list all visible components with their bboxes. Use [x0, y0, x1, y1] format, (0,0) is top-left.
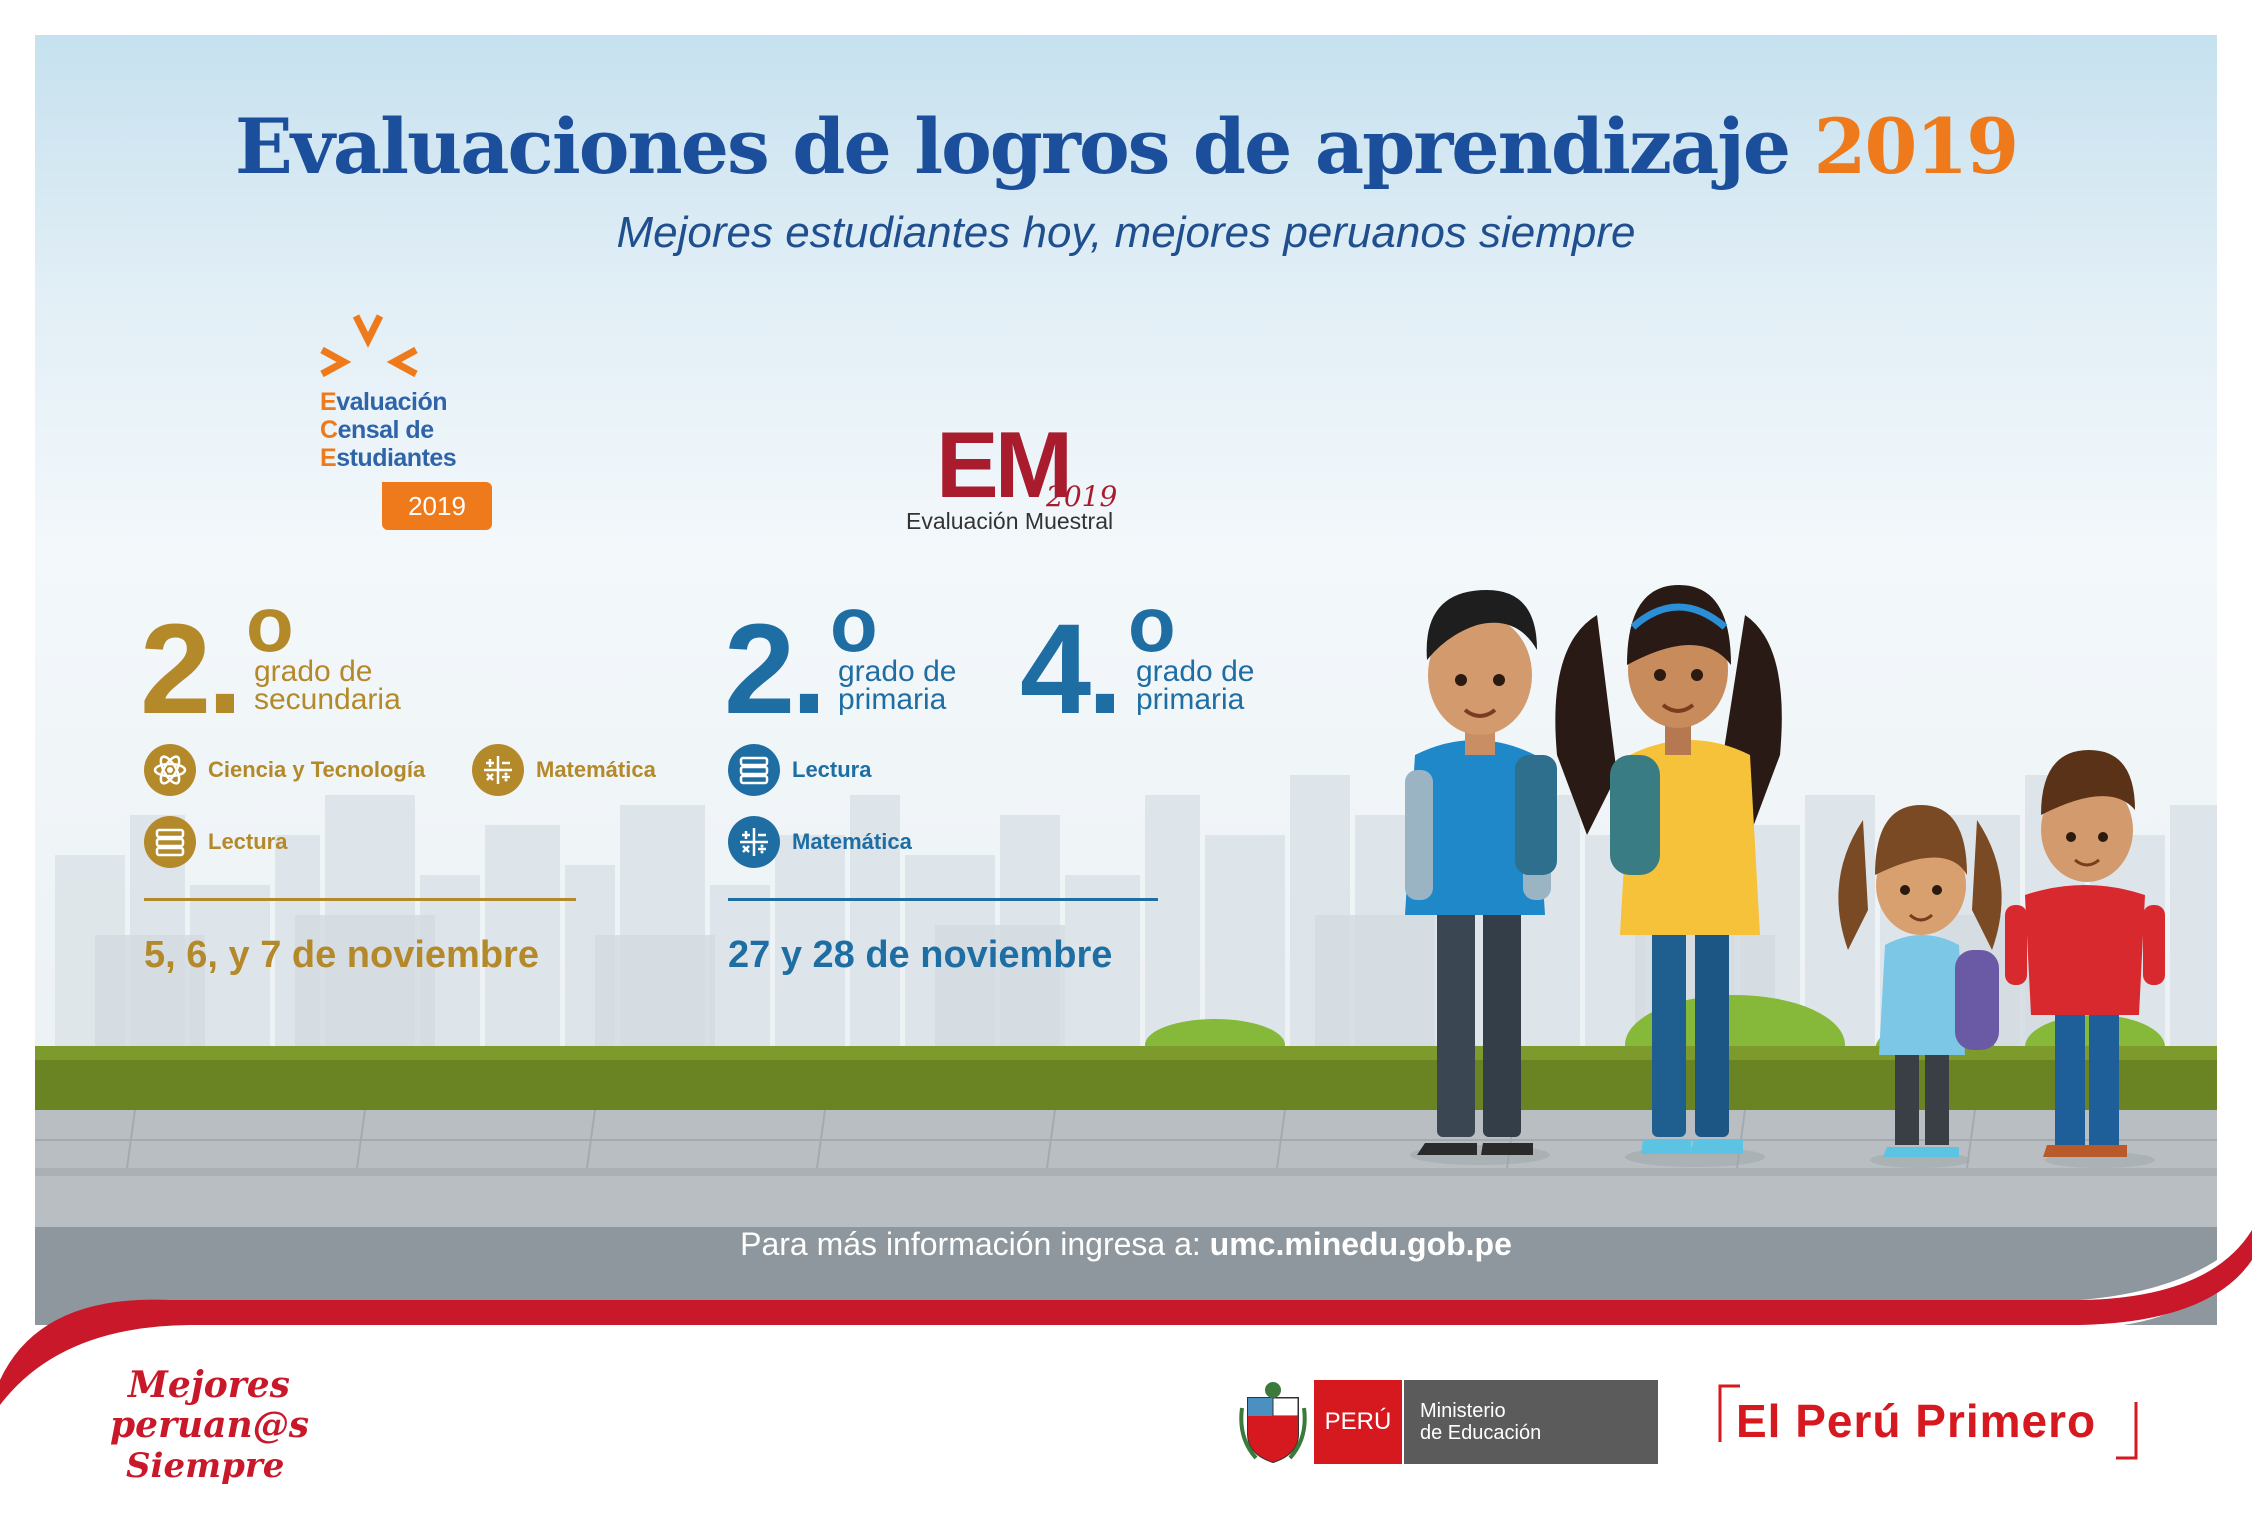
- subject-matematica-ece: Matemática: [472, 744, 656, 796]
- info-url[interactable]: umc.minedu.gob.pe: [1209, 1226, 1512, 1262]
- mejores-line2: peruan@s: [110, 1404, 309, 1446]
- red-swoosh: [0, 1230, 2252, 1410]
- ministerio-educacion-logo: PERÚ Ministerio de Educación: [1238, 1378, 1658, 1466]
- subject-matematica-em: Matemática: [728, 816, 912, 868]
- subject-label: Lectura: [792, 757, 872, 782]
- subject-label: Matemática: [536, 757, 656, 782]
- books-icon: [728, 744, 780, 796]
- young-girl-figure: [1838, 805, 2002, 1157]
- mejores-peruanos-logo: Mejores peruan@s Siempre: [100, 1364, 309, 1494]
- math-operators-icon: [728, 816, 780, 868]
- older-boy-figure: [1405, 590, 1557, 1155]
- mejores-line3: Siempre: [126, 1446, 285, 1486]
- em-divider: [728, 898, 1158, 901]
- ece-line-3: Estudiantes: [320, 444, 457, 472]
- sidewalk-tiles: [35, 1110, 2217, 1169]
- young-boy-figure: [2005, 750, 2165, 1157]
- em-year: 2019: [1046, 480, 1118, 513]
- subject-lectura-ece: Lectura: [144, 816, 287, 868]
- em-letters: EM: [936, 412, 1073, 517]
- em-grade-2-line2: primaria: [838, 683, 947, 716]
- em-grade-2-degree: o: [830, 580, 878, 668]
- hero-panel: [35, 35, 2217, 1325]
- students-illustration: [1405, 585, 2165, 1168]
- em-logo: EM 2019 Evaluación Muestral: [900, 412, 1140, 540]
- em-grade-4-line1: grado de: [1136, 655, 1255, 688]
- subject-lectura-em: Lectura: [728, 744, 871, 796]
- curb: [35, 1168, 2217, 1176]
- mejores-line1: Mejores: [128, 1364, 290, 1406]
- ece-grade-degree: o: [246, 580, 294, 668]
- peru-label: PERÚ: [1314, 1380, 1402, 1464]
- ece-dates: 5, 6, y 7 de noviembre: [144, 934, 539, 976]
- page-subtitle: Mejores estudiantes hoy, mejores peruano…: [616, 208, 1636, 257]
- em-grade-4-number: 4.: [1020, 598, 1123, 741]
- ece-chevrons-icon: [320, 314, 418, 378]
- page-title: Evaluaciones de logros de aprendizaje 20…: [234, 102, 2020, 191]
- ece-logo: Evaluación Censal de Estudiantes 2019: [320, 312, 500, 532]
- atom-icon: [144, 744, 196, 796]
- ece-year-badge: 2019: [382, 482, 492, 530]
- em-grade-4-degree: o: [1128, 580, 1176, 668]
- subject-label: Matemática: [792, 829, 912, 854]
- em-grade-4-line2: primaria: [1136, 683, 1245, 716]
- title-year: 2019: [1813, 102, 2020, 191]
- subject-ciencia: Ciencia y Tecnología: [144, 744, 425, 796]
- em-subtitle: Evaluación Muestral: [906, 508, 1114, 534]
- ece-divider: [144, 898, 576, 901]
- em-grade-2-number: 2.: [724, 598, 827, 741]
- ece-line-1: Evaluación: [320, 388, 448, 416]
- em-grade-2-line1: grado de: [838, 655, 957, 688]
- subject-label: Ciencia y Tecnología: [208, 757, 426, 782]
- books-icon: [144, 816, 196, 868]
- math-operators-icon: [472, 744, 524, 796]
- ece-grade-line1: grado de: [254, 655, 373, 688]
- ece-grade-line2: secundaria: [254, 683, 401, 716]
- info-line: Para más información ingresa a: umc.mine…: [740, 1226, 1512, 1262]
- peru-coat-of-arms-icon: [1239, 1382, 1307, 1464]
- ministerio-label: Ministerio de Educación: [1404, 1380, 1658, 1464]
- subject-label: Lectura: [208, 829, 288, 854]
- el-peru-primero-frame: [1718, 1384, 2138, 1460]
- ece-grade-number: 2.: [140, 598, 243, 741]
- older-girl-figure: [1555, 585, 1782, 1154]
- ece-line-2: Censal de: [320, 416, 434, 444]
- em-dates: 27 y 28 de noviembre: [728, 934, 1113, 976]
- el-peru-primero-logo: El Perú Primero: [1716, 1382, 2140, 1462]
- el-peru-primero-text: El Perú Primero: [1736, 1395, 2097, 1447]
